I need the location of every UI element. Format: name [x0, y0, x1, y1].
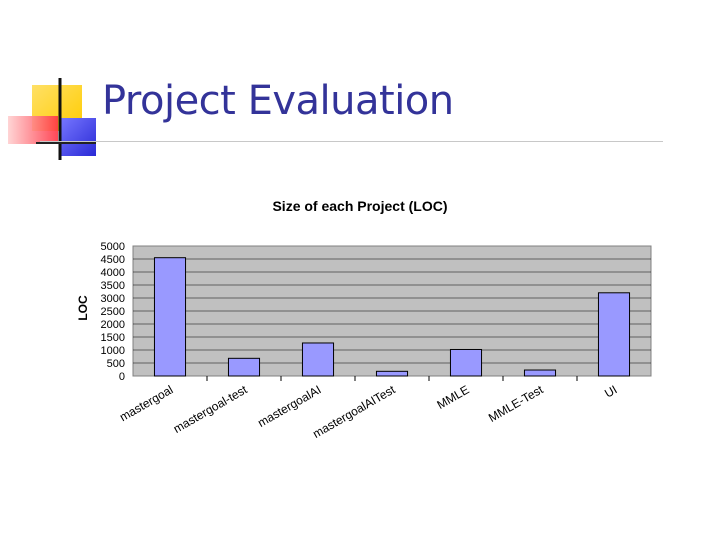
logo-blue-square — [60, 118, 96, 156]
y-tick-label: 4000 — [101, 267, 125, 279]
bar-mastergoalAI — [301, 342, 335, 377]
title-divider — [40, 141, 663, 142]
y-tick-label: 500 — [107, 358, 125, 370]
y-tick-label: 1500 — [101, 332, 125, 344]
bar-mastergoal — [153, 257, 187, 377]
x-tick-label: mastergoal-test — [171, 382, 250, 436]
page-title: Project Evaluation — [102, 78, 454, 124]
bar-UI — [597, 292, 631, 377]
logo-red-bar — [8, 116, 58, 144]
bars — [153, 257, 631, 377]
x-tick-label: MMLE — [434, 382, 471, 411]
bar-mastergoalAITest — [375, 370, 409, 377]
bar-MMLE — [449, 348, 483, 377]
bar-MMLE-Test — [523, 369, 557, 377]
y-tick-label: 2000 — [101, 319, 125, 331]
chart-title: Size of each Project (LOC) — [272, 198, 447, 214]
x-tick-label: mastergoalAI — [255, 382, 323, 429]
y-tick-label: 1000 — [101, 345, 125, 357]
x-tick-label: UI — [602, 382, 619, 400]
bar-mastergoal-test — [227, 357, 261, 377]
x-tick-label: mastergoal — [117, 382, 175, 424]
x-tick-label: mastergoalAITest — [310, 382, 398, 441]
y-tick-label: 5000 — [101, 241, 125, 253]
bar-chart: Size of each Project (LOC) LOC 500045004… — [76, 198, 652, 441]
y-tick-label: 3500 — [101, 280, 125, 292]
y-tick-label: 4500 — [101, 254, 125, 266]
x-tick-label: MMLE-Test — [486, 382, 546, 425]
gridlines — [133, 258, 651, 364]
y-tick-label: 2500 — [101, 306, 125, 318]
y-tick-label: 3000 — [101, 293, 125, 305]
y-tick-label: 0 — [119, 371, 125, 383]
y-axis-label: LOC — [76, 295, 90, 321]
slide-logo — [8, 78, 96, 160]
